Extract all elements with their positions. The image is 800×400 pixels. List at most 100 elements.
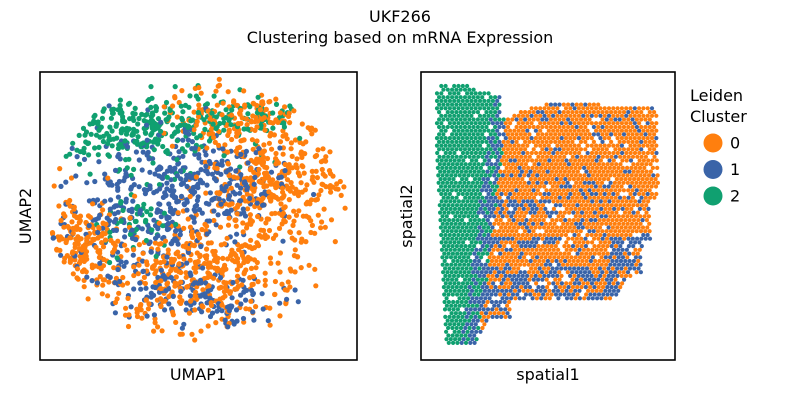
umap-point-cluster-1 [251,181,257,187]
spatial-spot-cluster-1 [620,247,625,252]
spatial-spot-cluster-2 [441,102,446,107]
spatial-spot-cluster-1 [497,124,502,130]
spatial-spot-cluster-2 [467,277,472,282]
spatial-spot-cluster-0 [638,180,643,185]
umap-point-cluster-0 [220,100,226,106]
spatial-spot-cluster-0 [526,221,531,226]
spatial-spot-cluster-1 [472,299,477,305]
spatial-spot-cluster-0 [558,169,563,174]
spatial-spot-cluster-0 [592,195,597,200]
spatial-spot-cluster-2 [454,95,459,100]
spatial-spot-cluster-0 [588,251,593,256]
spatial-spot-cluster-1 [536,277,541,282]
spatial-spot-cluster-2 [440,206,445,211]
spatial-spot-cluster-0 [630,188,635,193]
spatial-spot-cluster-2 [451,258,456,264]
spatial-spot-cluster-0 [562,244,567,249]
spatial-spot-cluster-2 [443,106,448,111]
umap-point-cluster-0 [110,249,116,255]
umap-point-cluster-2 [70,140,76,146]
spatial-spot-cluster-0 [508,121,513,126]
spatial-spot-cluster-2 [480,117,485,122]
spatial-spot-cluster-0 [597,177,602,182]
spatial-spot-cluster-2 [450,277,455,282]
spatial-spot-cluster-0 [627,210,632,215]
umap-point-cluster-0 [277,139,284,145]
spatial-spot-cluster-0 [633,247,638,252]
spatial-spot-cluster-1 [521,281,526,286]
legend: Leiden Cluster 012 [690,86,747,206]
spatial-spot-cluster-0 [579,277,584,282]
spatial-spot-cluster-2 [451,299,456,305]
umap-point-cluster-0 [268,181,274,187]
umap-point-cluster-0 [234,175,240,181]
spatial-spot-cluster-1 [466,311,471,316]
spatial-spot-cluster-0 [555,106,560,111]
spatial-spot-cluster-1 [617,236,623,241]
spatial-spot-cluster-0 [529,266,534,271]
spatial-spot-cluster-1 [567,266,572,271]
spatial-spot-cluster-2 [454,277,459,282]
spatial-spot-cluster-2 [454,203,460,208]
umap-point-cluster-2 [202,126,208,132]
umap-point-cluster-0 [248,118,254,124]
umap-point-cluster-0 [175,210,181,216]
umap-point-cluster-0 [159,328,165,334]
spatial-spot-cluster-1 [496,270,502,275]
spatial-spot-cluster-0 [517,199,522,204]
spatial-spot-cluster-2 [442,210,447,215]
spatial-spot-cluster-2 [443,232,448,238]
spatial-spot-cluster-2 [460,314,465,319]
spatial-spot-cluster-0 [533,113,539,118]
spatial-spot-cluster-2 [446,162,451,167]
spatial-spot-cluster-2 [470,173,475,178]
spatial-spot-cluster-0 [584,210,589,215]
spatial-spot-cluster-0 [530,214,535,219]
spatial-spot-cluster-0 [648,169,654,174]
spatial-spot-cluster-2 [462,277,468,282]
spatial-spot-cluster-1 [497,154,502,159]
spatial-spot-cluster-0 [550,177,555,182]
spatial-spot-cluster-0 [630,195,636,200]
umap-point-cluster-1 [195,181,201,187]
spatial-spot-cluster-0 [632,177,637,182]
spatial-spot-cluster-2 [436,180,441,185]
spatial-spot-cluster-0 [617,270,622,275]
spatial-spot-cluster-0 [557,139,562,144]
spatial-spot-cluster-2 [458,139,463,144]
umap-point-cluster-1 [165,220,171,227]
spatial-spot-cluster-0 [606,218,611,223]
spatial-spot-cluster-0 [647,124,652,130]
umap-point-cluster-1 [152,171,158,177]
spatial-spot-cluster-0 [581,240,586,245]
spatial-spot-cluster-1 [619,266,624,271]
spatial-spot-cluster-1 [535,110,541,115]
umap-point-cluster-0 [116,290,122,296]
legend-label-cluster-1: 1 [730,160,740,179]
spatial-spot-cluster-2 [468,218,473,223]
spatial-spot-cluster-2 [486,143,491,148]
umap-point-cluster-0 [153,279,159,286]
spatial-spot-cluster-0 [512,150,517,156]
spatial-points [434,83,661,345]
spatial-spot-cluster-0 [601,218,607,223]
spatial-spot-cluster-2 [459,218,465,223]
spatial-spot-cluster-1 [477,307,482,312]
spatial-spot-cluster-0 [598,158,604,163]
spatial-spot-cluster-0 [542,158,548,163]
umap-point-cluster-0 [158,303,164,310]
spatial-spot-cluster-1 [553,285,558,290]
umap-point-cluster-1 [131,182,137,188]
spatial-spot-cluster-0 [561,110,566,115]
spatial-spot-cluster-0 [506,162,511,167]
umap-point-cluster-2 [127,231,133,238]
umap-point-cluster-0 [244,225,250,231]
umap-point-cluster-1 [221,188,227,194]
spatial-spot-cluster-1 [512,281,517,286]
spatial-spot-cluster-1 [501,124,506,130]
umap-point-cluster-0 [308,197,315,203]
spatial-spot-cluster-2 [471,229,476,234]
spatial-spot-cluster-2 [477,177,482,182]
spatial-spot-cluster-1 [503,266,508,271]
umap-point-cluster-2 [156,137,162,143]
